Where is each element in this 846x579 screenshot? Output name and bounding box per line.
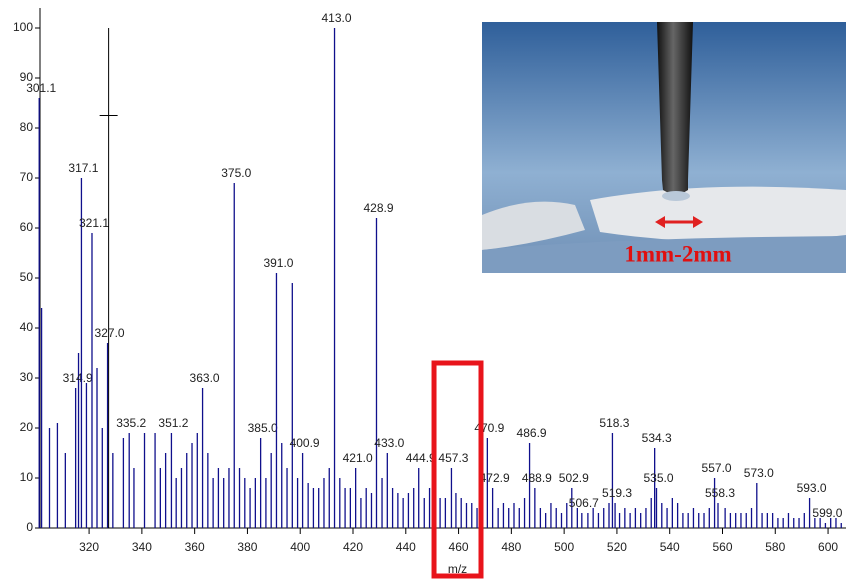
peak-label: 301.1 — [26, 81, 56, 95]
peak-label: 375.0 — [221, 166, 251, 180]
peak-label: 391.0 — [263, 256, 293, 270]
x-tick-label: 320 — [79, 540, 99, 554]
peak-label: 535.0 — [643, 471, 673, 485]
peak-label: 472.9 — [480, 471, 510, 485]
peak-label: 317.1 — [68, 161, 98, 175]
x-tick-label: 580 — [765, 540, 785, 554]
y-tick-label: 70 — [20, 170, 34, 184]
peak-label: 335.2 — [116, 416, 146, 430]
peak-label: 518.3 — [599, 416, 629, 430]
peak-label: 593.0 — [797, 481, 827, 495]
x-tick-label: 380 — [237, 540, 257, 554]
y-tick-label: 60 — [20, 220, 34, 234]
peak-label: 351.2 — [158, 416, 188, 430]
peak-label: 457.3 — [438, 451, 468, 465]
y-tick-label: 100 — [13, 20, 33, 34]
y-tick-label: 50 — [20, 270, 34, 284]
y-tick-label: 40 — [20, 320, 34, 334]
peak-label: 506.7 — [569, 496, 599, 510]
peak-label: 413.0 — [322, 11, 352, 25]
x-tick-label: 520 — [607, 540, 627, 554]
peak-label: 486.9 — [517, 426, 547, 440]
x-tick-label: 540 — [660, 540, 680, 554]
page: 0102030405060708090100320340360380400420… — [0, 0, 846, 579]
y-tick-label: 20 — [20, 420, 34, 434]
peak-label: 314.9 — [63, 371, 93, 385]
y-tick-label: 80 — [20, 120, 34, 134]
peak-label: 534.3 — [642, 431, 672, 445]
peak-label: 558.3 — [705, 486, 735, 500]
x-tick-label: 460 — [449, 540, 469, 554]
x-tick-label: 400 — [290, 540, 310, 554]
y-tick-label: 10 — [20, 470, 34, 484]
peak-label: 557.0 — [702, 461, 732, 475]
size-label: 1mm-2mm — [624, 241, 731, 266]
peak-label: 321.1 — [79, 216, 109, 230]
substrate-right — [590, 187, 846, 242]
peak-label: 428.9 — [363, 201, 393, 215]
y-tick-label: 0 — [26, 520, 33, 534]
peak-label: 433.0 — [374, 436, 404, 450]
peak-label: 488.9 — [522, 471, 552, 485]
inset-photo: 1mm-2mm — [482, 22, 846, 273]
peak-label: 599.0 — [812, 506, 842, 520]
y-tick-label: 30 — [20, 370, 34, 384]
peak-label: 400.9 — [290, 436, 320, 450]
peak-label: 363.0 — [190, 371, 220, 385]
x-tick-label: 500 — [554, 540, 574, 554]
peak-label: 421.0 — [343, 451, 373, 465]
droplet — [662, 191, 690, 201]
x-tick-label: 600 — [818, 540, 838, 554]
x-tick-label: 480 — [501, 540, 521, 554]
peak-label: 502.9 — [559, 471, 589, 485]
peak-label: 444.9 — [406, 451, 436, 465]
peak-label: 573.0 — [744, 466, 774, 480]
x-tick-label: 340 — [132, 540, 152, 554]
x-tick-label: 560 — [712, 540, 732, 554]
x-tick-label: 440 — [396, 540, 416, 554]
peak-label: 519.3 — [602, 486, 632, 500]
peak-label: 385.0 — [248, 421, 278, 435]
x-tick-label: 420 — [343, 540, 363, 554]
pipette — [657, 22, 693, 194]
chart: 0102030405060708090100320340360380400420… — [0, 0, 846, 579]
peak-label: 327.0 — [95, 326, 125, 340]
x-tick-label: 360 — [185, 540, 205, 554]
